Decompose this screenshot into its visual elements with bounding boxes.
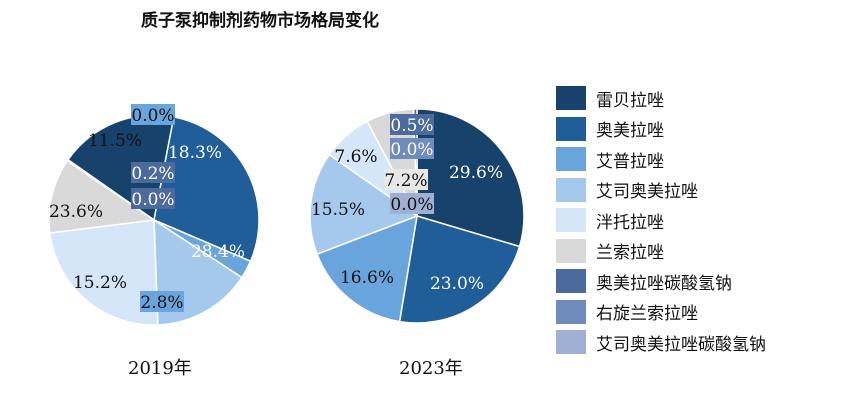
data-label: 23.6% <box>49 202 103 222</box>
data-label: 0.0% <box>131 106 174 126</box>
legend-swatch <box>556 269 586 294</box>
pie-slice-2019-1 <box>153 116 260 263</box>
legend-swatch <box>556 238 586 263</box>
legend-item: 雷贝拉唑 <box>556 83 766 114</box>
pie-slice-2023-2 <box>316 214 418 323</box>
legend-item: 艾司奥美拉唑碳酸氢钠 <box>556 327 766 358</box>
pie-slice-2023-0 <box>416 108 525 248</box>
data-label-box <box>384 169 428 190</box>
legend-label: 艾普拉唑 <box>596 151 664 172</box>
data-label: 0.0% <box>390 140 433 160</box>
legend-item: 奥美拉唑 <box>556 114 766 145</box>
legend-item: 泮托拉唑 <box>556 205 766 236</box>
legend-item: 艾司奥美拉唑 <box>556 175 766 206</box>
pie-slice-2019-5 <box>48 159 157 234</box>
legend-swatch <box>556 147 586 172</box>
data-label: 2.8% <box>140 293 183 313</box>
data-label: 15.5% <box>311 200 365 220</box>
data-label: 11.5% <box>88 131 142 151</box>
data-label-box <box>390 193 434 214</box>
data-label: 23.0% <box>430 274 484 294</box>
data-label: 7.6% <box>334 147 377 167</box>
legend-label: 艾司奥美拉唑 <box>596 182 698 203</box>
pie-slice-2023-3 <box>309 153 419 256</box>
legend-label: 奥美拉唑 <box>596 121 664 142</box>
data-label: 0.0% <box>390 195 433 215</box>
legend-swatch <box>556 177 586 202</box>
legend-item: 右旋兰索拉唑 <box>556 297 766 328</box>
data-label: 7.2% <box>384 171 427 191</box>
legend-label: 兰索拉唑 <box>596 243 664 264</box>
data-label: 0.0% <box>131 190 174 210</box>
data-label-box <box>131 188 175 209</box>
legend-item: 兰索拉唑 <box>556 236 766 267</box>
data-label-box <box>390 114 434 135</box>
chart-title: 质子泵抑制剂药物市场格局变化 <box>141 11 379 31</box>
data-label: 0.2% <box>131 164 174 184</box>
legend-swatch <box>556 208 586 233</box>
data-label: 16.6% <box>340 268 394 288</box>
year-label-2019: 2019年 <box>128 358 192 379</box>
legend-label: 艾司奥美拉唑碳酸氢钠 <box>596 334 766 355</box>
data-label: 28.4% <box>191 242 245 262</box>
data-label: 0.5% <box>390 116 433 136</box>
legend-item: 奥美拉唑碳酸氢钠 <box>556 266 766 297</box>
legend: 雷贝拉唑奥美拉唑艾普拉唑艾司奥美拉唑 泮托拉唑兰索拉唑奥美拉唑碳酸氢钠 右旋兰索拉唑… <box>556 83 766 358</box>
legend-label: 泮托拉唑 <box>596 212 664 233</box>
legend-swatch <box>556 116 586 141</box>
data-label: 18.3% <box>168 143 222 163</box>
legend-swatch <box>556 86 586 111</box>
legend-swatch <box>556 330 586 355</box>
legend-label: 雷贝拉唑 <box>596 90 664 111</box>
legend-swatch <box>556 299 586 324</box>
legend-label: 右旋兰索拉唑 <box>596 304 698 325</box>
data-label-box <box>131 162 175 183</box>
pie-slice-2023-1 <box>398 215 521 324</box>
data-label-box <box>390 138 434 159</box>
pie-slice-2019-4 <box>48 219 159 326</box>
data-label: 29.6% <box>449 163 503 183</box>
data-label: 15.2% <box>73 273 127 293</box>
legend-item: 艾普拉唑 <box>556 144 766 175</box>
data-label-box <box>140 291 184 312</box>
data-label-box <box>131 104 175 125</box>
year-label-2023: 2023年 <box>399 358 463 379</box>
legend-label: 奥美拉唑碳酸氢钠 <box>596 273 732 294</box>
